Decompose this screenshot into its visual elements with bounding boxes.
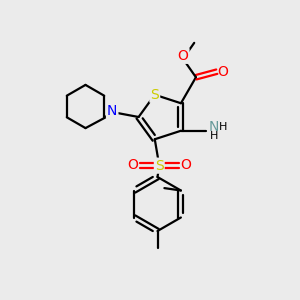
Text: N: N [209,120,219,134]
Text: S: S [150,88,159,102]
Text: S: S [155,159,164,173]
Text: O: O [180,158,191,172]
Text: N: N [107,104,117,118]
Text: O: O [178,49,188,63]
Text: O: O [128,158,139,172]
Text: H: H [210,131,218,141]
Text: H: H [219,122,227,132]
Text: O: O [217,65,228,79]
